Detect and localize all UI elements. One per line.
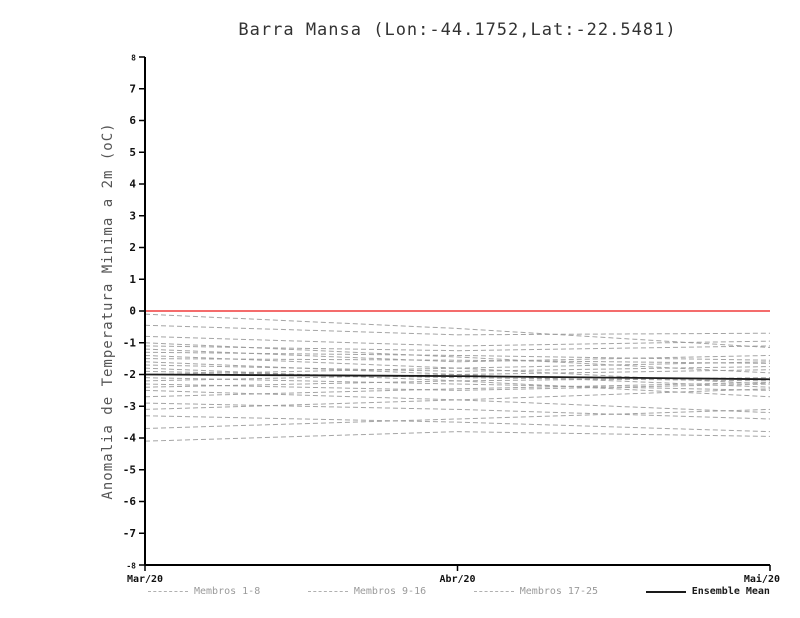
svg-text:0: 0	[129, 305, 136, 318]
svg-text:-7: -7	[123, 527, 136, 540]
legend-entry-ensemble-mean: Ensemble Mean	[645, 586, 770, 597]
svg-text:-3: -3	[123, 400, 136, 413]
legend-label: Membros 9-16	[353, 586, 427, 597]
svg-text:3: 3	[129, 209, 136, 222]
svg-text:-2: -2	[123, 368, 136, 381]
svg-text:-6: -6	[123, 495, 137, 508]
svg-text:2: 2	[129, 241, 136, 254]
svg-text:7: 7	[129, 82, 136, 95]
svg-text:5: 5	[129, 146, 136, 159]
svg-text:1: 1	[129, 273, 136, 286]
svg-text:Mai/20: Mai/20	[744, 573, 780, 585]
dashed-line-sample-icon	[307, 591, 348, 592]
svg-text:6: 6	[129, 114, 136, 127]
svg-text:Abr/20: Abr/20	[439, 574, 475, 585]
svg-text:4: 4	[129, 178, 136, 191]
chart-legend: Membros 1-8 Membros 9-16 Membros 17-25 E…	[148, 586, 770, 597]
dashed-line-sample-icon	[473, 591, 514, 592]
svg-text:Mar/20: Mar/20	[127, 574, 163, 585]
svg-text:-4: -4	[123, 432, 137, 445]
svg-text:-1: -1	[123, 336, 137, 349]
chart-title: Barra Mansa (Lon:-44.1752,Lat:-22.5481)	[238, 20, 677, 40]
legend-label: Membros 1-8	[194, 586, 261, 597]
legend-label: Membros 17-25	[519, 586, 599, 597]
svg-text:-5: -5	[123, 463, 136, 476]
legend-label: Ensemble Mean	[691, 586, 770, 597]
dashed-line-sample-icon	[148, 591, 188, 592]
svg-text:-8: -8	[126, 562, 136, 571]
legend-entry-members-17-25: Membros 17-25	[473, 586, 599, 597]
legend-entry-members-9-16: Membros 9-16	[307, 586, 427, 597]
svg-text:8: 8	[131, 54, 136, 63]
legend-entry-members-1-8: Membros 1-8	[148, 586, 260, 597]
solid-line-sample-icon	[645, 590, 686, 593]
